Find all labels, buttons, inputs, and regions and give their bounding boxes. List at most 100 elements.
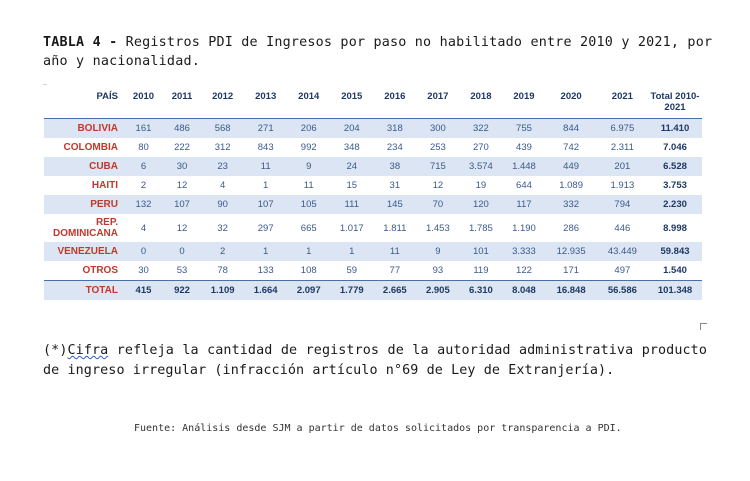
header-row: PAÍS 2010 2011 2012 2013 2014 2015 2016 2017 201… (44, 86, 702, 119)
country-cell: COLOMBIA (63, 142, 118, 153)
table-row: OTROS 30 53 78 133 108 59 77 93 119 122 171 497 1.540 (44, 261, 702, 281)
source-note: Fuente: Análisis desde SJM a partir de d… (134, 423, 622, 434)
year-header: 2017 (427, 91, 449, 102)
value-cell: 1.109 (201, 280, 245, 300)
value-cell: 497 (614, 265, 631, 276)
value-cell: 12 (176, 222, 188, 234)
country-cell: REP. DOMINICANA (53, 217, 118, 239)
table-row: CUBA 6 30 23 11 9 24 38 715 3.574 1.448 449 201 6.528 (44, 157, 702, 176)
value-cell: 843 (257, 142, 274, 153)
footnote-flagged-word: Cifra (67, 343, 109, 358)
value-cell: 2.905 (416, 280, 460, 300)
value-cell: 415 (124, 280, 163, 300)
value-cell: 755 (502, 118, 546, 138)
year-header: 2018 (470, 91, 492, 102)
value-cell: 122 (516, 265, 532, 276)
value-cell: 145 (373, 195, 417, 214)
value-cell: 6 (124, 157, 163, 176)
value-cell: 70 (416, 195, 460, 214)
table-corner-marker (700, 323, 707, 330)
value-cell: 32 (217, 222, 228, 234)
value-cell: 23 (201, 157, 245, 176)
registros-table: PAÍS 2010 2011 2012 2013 2014 2015 2016 2017 201… (44, 86, 702, 300)
value-cell: 794 (596, 195, 648, 214)
value-cell: 6.975 (596, 118, 648, 138)
value-cell: 922 (162, 280, 202, 300)
country-cell: BOLIVIA (44, 118, 124, 138)
table-row: VENEZUELA 0 0 2 1 1 1 11 9 101 3.333 12.935 43.449 59… (44, 242, 702, 261)
value-cell: 24 (330, 157, 374, 176)
value-cell: 93 (432, 265, 444, 276)
country-cell: PERU (44, 195, 124, 214)
row-total-cell: 8.998 (663, 222, 687, 234)
table-row: REP. DOMINICANA 4 12 32 297 665 1.017 1.811 1.45… (44, 214, 702, 242)
value-cell: 1 (287, 242, 331, 261)
value-cell: 16.848 (545, 280, 597, 300)
value-cell: 132 (124, 195, 163, 214)
year-header: 2014 (298, 91, 320, 102)
value-cell: 30 (138, 265, 149, 276)
value-cell: 77 (389, 265, 401, 276)
value-cell: 107 (162, 195, 202, 214)
value-cell: 1.785 (469, 222, 493, 234)
value-cell: 38 (373, 157, 417, 176)
value-cell: 204 (330, 118, 374, 138)
year-header: 2020 (560, 91, 582, 102)
value-cell: 78 (217, 265, 228, 276)
value-cell: 43.449 (596, 242, 648, 261)
value-cell: 11 (244, 157, 288, 176)
country-cell: VENEZUELA (44, 242, 124, 261)
year-header: 2019 (513, 91, 535, 102)
value-cell: 318 (373, 118, 417, 138)
value-cell: 8.048 (502, 280, 546, 300)
row-total-cell: 11.410 (648, 118, 702, 138)
value-cell: 19 (475, 180, 487, 191)
value-cell: 3.574 (459, 157, 503, 176)
value-cell: 1.190 (512, 222, 536, 234)
value-cell: 312 (214, 142, 231, 153)
value-cell: 2.311 (610, 142, 634, 153)
country-cell: CUBA (44, 157, 124, 176)
value-cell: 31 (389, 180, 401, 191)
value-cell: 644 (516, 180, 532, 191)
value-cell: 15 (346, 180, 358, 191)
value-cell: 253 (429, 142, 446, 153)
value-cell: 30 (162, 157, 202, 176)
value-cell: 111 (330, 195, 374, 214)
value-cell: 449 (545, 157, 597, 176)
corner-mark: .. (43, 80, 47, 87)
value-cell: 107 (244, 195, 288, 214)
row-total-cell: 2.230 (648, 195, 702, 214)
value-cell: 119 (473, 265, 489, 276)
value-cell: 715 (416, 157, 460, 176)
country-cell: OTROS (82, 265, 118, 276)
value-cell: 12 (432, 180, 444, 191)
year-header: 2021 (611, 91, 633, 102)
year-header: 2016 (384, 91, 406, 102)
value-cell: 108 (300, 265, 317, 276)
year-header: 2010 (132, 91, 155, 102)
row-total-cell: 3.753 (663, 180, 687, 191)
value-cell: 0 (124, 242, 163, 261)
table-row: PERU 132 107 90 107 105 111 145 70 120 117 332 794 2.… (44, 195, 702, 214)
value-cell: 11 (303, 180, 314, 191)
value-cell: 12 (176, 180, 188, 191)
value-cell: 1.448 (502, 157, 546, 176)
value-cell: 11 (373, 242, 417, 261)
value-cell: 348 (343, 142, 360, 153)
value-cell: 206 (287, 118, 331, 138)
value-cell: 1.017 (339, 222, 364, 234)
value-cell: 322 (459, 118, 503, 138)
footnote: (*)Cifra refleja la cantidad de registro… (43, 341, 707, 381)
value-cell: 201 (596, 157, 648, 176)
year-header: 2012 (212, 91, 234, 102)
value-cell: 9 (287, 157, 331, 176)
value-cell: 4 (140, 222, 147, 234)
value-cell: 117 (502, 195, 546, 214)
value-cell: 222 (174, 142, 190, 153)
row-total-cell: 101.348 (648, 280, 702, 300)
value-cell: 1.664 (244, 280, 288, 300)
country-cell: TOTAL (44, 280, 124, 300)
value-cell: 105 (287, 195, 331, 214)
footnote-prefix: (*) (43, 343, 68, 358)
